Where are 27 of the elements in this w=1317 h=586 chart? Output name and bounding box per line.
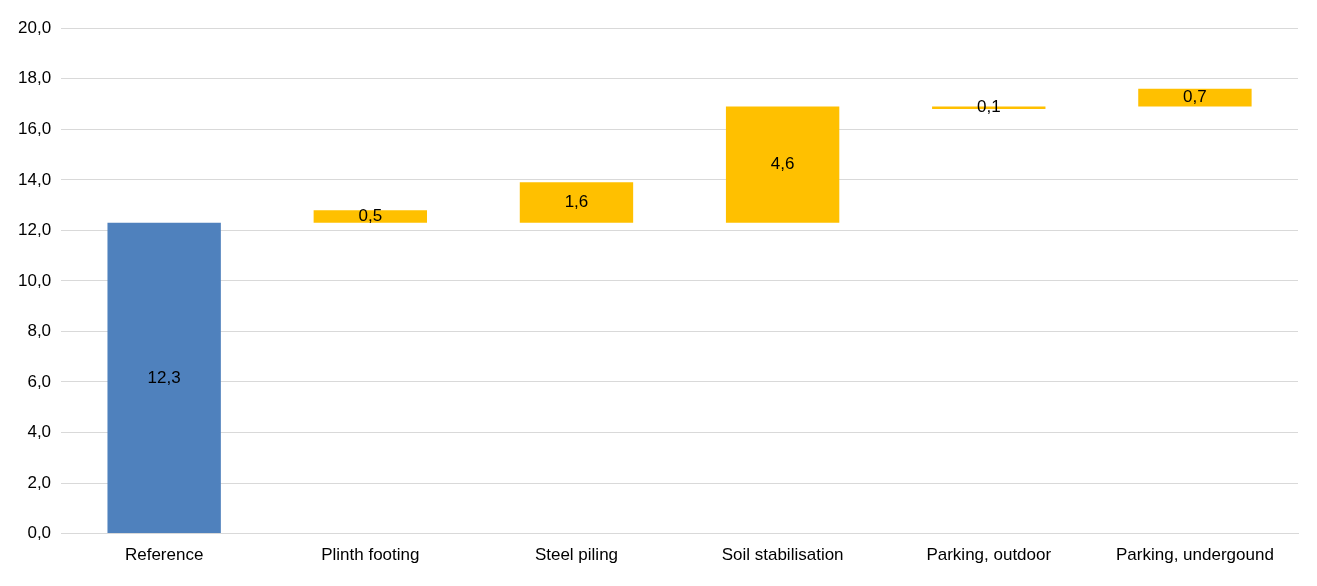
y-tick-label: 16,0 bbox=[17, 118, 52, 138]
x-tick-label: Soil stabilisation bbox=[721, 545, 844, 565]
bar bbox=[107, 222, 221, 534]
data-label: 1,6 bbox=[564, 192, 589, 212]
y-tick-label: 12,0 bbox=[17, 220, 52, 240]
y-tick-label: 14,0 bbox=[17, 169, 52, 189]
y-tick-label: 6,0 bbox=[27, 371, 52, 391]
y-tick-label: 2,0 bbox=[27, 472, 52, 492]
data-label: 0,5 bbox=[358, 206, 383, 226]
y-tick-label: 20,0 bbox=[17, 17, 52, 37]
y-tick-label: 0,0 bbox=[27, 523, 52, 543]
x-tick-label: Reference bbox=[124, 545, 204, 565]
y-tick-label: 4,0 bbox=[27, 422, 52, 442]
bar bbox=[313, 210, 428, 223]
x-tick-label: Plinth footing bbox=[321, 545, 420, 565]
bar bbox=[519, 182, 634, 223]
x-tick-label: Parking, outdoor bbox=[926, 545, 1052, 565]
y-tick-label: 8,0 bbox=[27, 321, 52, 341]
bar bbox=[725, 106, 840, 223]
x-tick-label: Parking, undergound bbox=[1116, 545, 1274, 565]
data-label: 12,3 bbox=[147, 367, 181, 387]
y-tick-label: 18,0 bbox=[17, 68, 52, 88]
data-label: 4,6 bbox=[770, 154, 795, 174]
bar bbox=[1138, 88, 1252, 107]
y-tick-label: 10,0 bbox=[17, 270, 52, 290]
x-tick-label: Steel piling bbox=[534, 545, 619, 565]
data-label: 0,7 bbox=[1183, 87, 1207, 107]
